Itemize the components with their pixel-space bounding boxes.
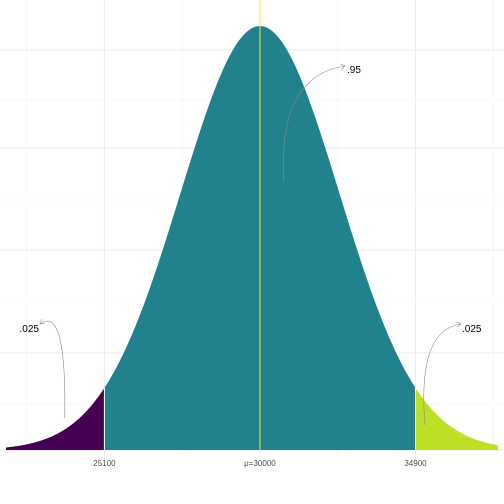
arrow-left-tail	[39, 320, 66, 419]
arrow-head	[39, 319, 46, 325]
probability-annotations: .025 .95 .025	[20, 63, 482, 426]
x-tick-label: 34900	[404, 459, 427, 468]
left-tail-region	[6, 387, 105, 450]
arrow-head	[456, 321, 462, 328]
x-axis-ticks: 25100 μ=30000 34900	[93, 459, 427, 468]
arrow-central	[282, 65, 346, 183]
arrow-head	[340, 63, 346, 70]
x-tick-label: μ=30000	[244, 459, 276, 468]
right-tail-region	[415, 387, 498, 450]
x-tick-label: 25100	[93, 459, 116, 468]
annotation-label-center: .95	[347, 65, 361, 76]
annotation-label-right: .025	[462, 324, 482, 335]
annotation-label-left: .025	[20, 324, 40, 335]
arrow-right-tail	[423, 323, 462, 426]
reference-lines	[103, 0, 416, 450]
